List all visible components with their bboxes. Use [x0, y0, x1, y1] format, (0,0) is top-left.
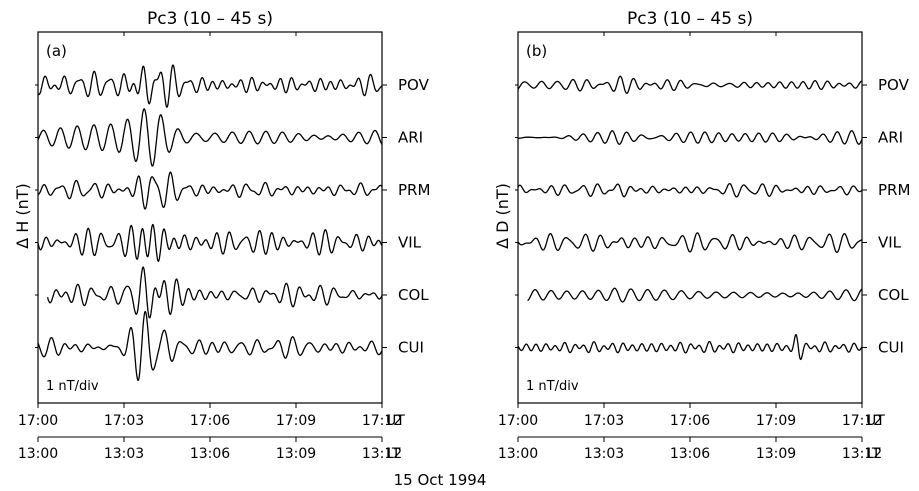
- panel-b-station-ticks: [515, 84, 867, 348]
- panel-a: Pc3 (10 – 45 s) Δ H (nT) (a) 1 nT/div PO…: [13, 9, 430, 462]
- lt-tick-label: 13:09: [276, 446, 316, 462]
- panel-a-ylabel: Δ H (nT): [13, 183, 32, 249]
- panel-b-ylabel: Δ D (nT): [493, 183, 512, 249]
- station-label-prm: PRM: [878, 181, 910, 199]
- panel-a-ut-unit: UT: [386, 413, 405, 429]
- date-label: 15 Oct 1994: [394, 471, 487, 489]
- panel-b-station-labels: POV ARI PRM VIL COL CUI: [878, 76, 910, 357]
- trace-prm: [517, 182, 863, 198]
- panel-a-station-ticks: [35, 84, 387, 348]
- ut-tick-label: 17:12: [842, 413, 882, 429]
- trace-vil: [517, 232, 863, 253]
- panel-a-lt-axis: 13:00 13:03 13:06 13:09 13:12: [18, 437, 402, 462]
- panel-a-title: Pc3 (10 – 45 s): [147, 9, 273, 29]
- panel-b: Pc3 (10 – 45 s) Δ D (nT) (b) 1 nT/div PO…: [493, 9, 910, 462]
- ut-tick-label: 17:03: [104, 413, 144, 429]
- lt-tick-label: 13:06: [670, 446, 710, 462]
- trace-pov: [517, 75, 863, 94]
- panel-b-label: (b): [526, 42, 547, 60]
- trace-cui: [517, 334, 863, 361]
- ut-tick-label: 17:12: [362, 413, 402, 429]
- station-label-cui: CUI: [878, 339, 904, 357]
- panel-b-title: Pc3 (10 – 45 s): [627, 9, 753, 29]
- panel-a-ut-axis: 17:00 17:03 17:06 17:09 17:12: [18, 32, 402, 429]
- trace-col: [46, 266, 383, 319]
- panel-a-label: (a): [46, 42, 67, 60]
- trace-col: [527, 287, 863, 303]
- panel-b-traces: [517, 75, 863, 361]
- lt-tick-label: 13:12: [842, 446, 882, 462]
- trace-cui: [37, 311, 383, 381]
- panel-b-lt-unit: LT: [866, 446, 881, 462]
- panel-a-station-labels: POV ARI PRM VIL COL CUI: [398, 76, 430, 357]
- lt-tick-label: 13:03: [584, 446, 624, 462]
- trace-pov: [37, 64, 383, 108]
- panel-b-scale-label: 1 nT/div: [526, 379, 579, 394]
- station-label-ari: ARI: [878, 129, 903, 147]
- station-label-cui: CUI: [398, 339, 424, 357]
- station-label-prm: PRM: [398, 181, 430, 199]
- ut-tick-label: 17:09: [276, 413, 316, 429]
- trace-vil: [37, 223, 383, 262]
- ut-tick-label: 17:00: [18, 413, 58, 429]
- panel-a-traces: [37, 64, 383, 381]
- panel-a-scale-label: 1 nT/div: [46, 379, 99, 394]
- ut-tick-label: 17:06: [670, 413, 710, 429]
- trace-ari: [37, 108, 383, 167]
- station-label-ari: ARI: [398, 129, 423, 147]
- lt-tick-label: 13:09: [756, 446, 796, 462]
- ut-tick-label: 17:06: [190, 413, 230, 429]
- station-label-vil: VIL: [878, 234, 902, 252]
- station-label-col: COL: [398, 286, 429, 304]
- panel-b-ut-axis: 17:00 17:03 17:06 17:09 17:12: [498, 32, 882, 429]
- panel-a-lt-unit: LT: [386, 446, 401, 462]
- trace-prm: [37, 171, 383, 210]
- lt-tick-label: 13:12: [362, 446, 402, 462]
- lt-tick-label: 13:00: [18, 446, 58, 462]
- lt-tick-label: 13:00: [498, 446, 538, 462]
- lt-tick-label: 13:06: [190, 446, 230, 462]
- station-label-col: COL: [878, 286, 909, 304]
- station-label-pov: POV: [878, 76, 910, 94]
- lt-tick-label: 13:03: [104, 446, 144, 462]
- ut-tick-label: 17:09: [756, 413, 796, 429]
- panel-b-lt-axis: 13:00 13:03 13:06 13:09 13:12: [498, 437, 882, 462]
- station-label-pov: POV: [398, 76, 430, 94]
- ut-tick-label: 17:03: [584, 413, 624, 429]
- trace-ari: [517, 130, 863, 145]
- station-label-vil: VIL: [398, 234, 422, 252]
- ut-tick-label: 17:00: [498, 413, 538, 429]
- panel-b-ut-unit: UT: [866, 413, 885, 429]
